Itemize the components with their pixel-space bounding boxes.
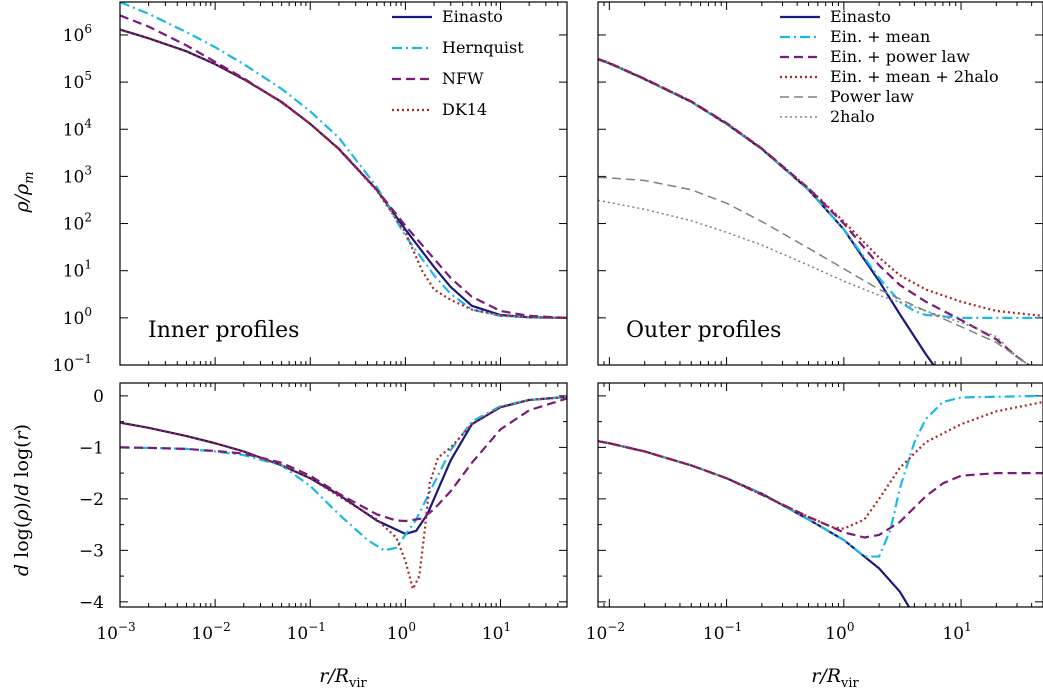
y-tick-label: −4 [79, 593, 104, 613]
series-line-ein-power-law [598, 57, 1031, 365]
series-line-2halo [598, 199, 1030, 365]
x-axis-label-left: r/Rvir [319, 665, 367, 691]
legend-label: Ein. + mean + 2halo [830, 67, 999, 86]
x-tick-label: 10−2 [191, 620, 230, 644]
y-tick-label: 105 [63, 69, 92, 93]
series-line-power-law [598, 176, 1030, 365]
legend-label: Power law [830, 87, 914, 106]
x-tick-label: 10−3 [96, 620, 135, 644]
y-axis-label-bottom: d log(ρ)/d log(r) [11, 424, 33, 576]
y-tick-label: −3 [79, 541, 104, 561]
series-line-nfw [120, 14, 567, 319]
legend-label: DK14 [442, 100, 487, 119]
legend-label: Hernquist [442, 38, 524, 57]
panel-bottom-right: 10−2 10−1 100 101 [586, 382, 1043, 644]
panel-annotation: Inner profiles [148, 318, 299, 343]
series-line-hernquist [120, 2, 567, 319]
series-line-ein-power-law [598, 440, 1043, 539]
plot-frame [119, 382, 568, 608]
y-tick-label: 106 [63, 22, 92, 46]
y-tick-label: 0 [93, 387, 104, 407]
series-line-ein-mean-2halo [598, 57, 1043, 317]
panel-annotation: Outer profiles [626, 318, 781, 343]
panels: 106 105 104 103 102 101 100 10−1 Inner profiles E… [53, 1, 1043, 644]
series-line-dk14 [120, 395, 567, 591]
x-tick-label: 100 [387, 620, 416, 644]
series-group [120, 2, 567, 319]
series-line-ein-mean-2halo [598, 400, 1043, 530]
series-line-dk14 [120, 28, 567, 319]
y-tick-label: 100 [63, 305, 92, 329]
legend-label: Einasto [830, 7, 891, 26]
series-line-ein-mean [598, 394, 1043, 558]
x-tick-label: 10−1 [287, 620, 326, 644]
series-line-ein-mean [598, 58, 1043, 319]
series-group [598, 57, 1043, 365]
x-axis-label-right: r/Rvir [811, 665, 859, 691]
x-tick-label: 101 [482, 620, 511, 644]
series-group [598, 394, 1043, 607]
legend: Einasto Hernquist NFW DK14 [392, 7, 524, 119]
plot-frame [597, 382, 1043, 608]
x-tick-label: 10−2 [586, 620, 625, 644]
panel-bottom-left: 10−3 10−2 10−1 100 101 0 −1 −2 −3 −4 [79, 382, 568, 644]
series-line-hernquist [120, 395, 567, 552]
x-tick-label: 101 [942, 620, 971, 644]
series-group [120, 395, 567, 591]
plot-frame [119, 1, 568, 366]
y-tick-label: 104 [63, 116, 93, 140]
legend-label: 2halo [830, 107, 875, 126]
series-line-nfw [120, 397, 567, 523]
legend-label: Einasto [442, 7, 503, 26]
y-tick-label: 10−1 [53, 352, 92, 376]
series-line-einasto [598, 440, 910, 607]
plot-frame [597, 1, 1043, 366]
series-line-einasto [120, 28, 567, 319]
series-line-einasto [120, 395, 567, 535]
y-tick-label: 101 [63, 258, 92, 282]
legend-label: NFW [442, 69, 484, 88]
x-tick-label: 100 [825, 620, 854, 644]
y-tick-label: 102 [63, 211, 92, 235]
legend-label: Ein. + mean [830, 27, 930, 46]
y-tick-label: −2 [79, 490, 104, 510]
y-tick-label: 103 [63, 163, 92, 187]
legend-label: Ein. + power law [830, 47, 970, 66]
axis-labels: ρ/ρm d log(ρ)/d log(r) r/Rvir r/Rvir [11, 171, 860, 691]
y-tick-label: −1 [79, 438, 104, 458]
panel-top-left: 106 105 104 103 102 101 100 10−1 Inner profiles E… [53, 1, 568, 376]
x-tick-label: 10−1 [703, 620, 742, 644]
y-axis-label-top: ρ/ρm [11, 171, 37, 213]
